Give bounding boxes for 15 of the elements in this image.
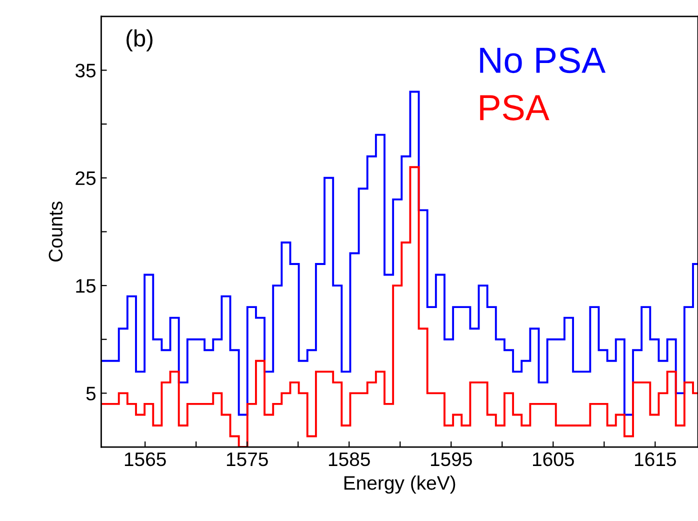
y-tick-label: 5 [86,386,96,400]
x-tick-label: 1565 [124,452,166,466]
annotation: (b) [126,29,152,52]
x-tick-label: 1615 [635,452,676,466]
y-axis-title: Counts [48,202,63,262]
y-tick-label: 15 [76,279,96,293]
x-tick-label: 1595 [430,452,472,466]
y-tick-label: 35 [75,64,96,78]
x-tick-label: 1605 [532,452,574,466]
y-tick-label: 25 [76,171,96,186]
x-tick-label: 1575 [226,452,268,466]
series-label: No PSA [480,48,606,74]
x-axis-title: Energy (keV) [344,476,456,494]
text: PSA [480,94,550,120]
x-tick-label: 1585 [328,452,370,466]
